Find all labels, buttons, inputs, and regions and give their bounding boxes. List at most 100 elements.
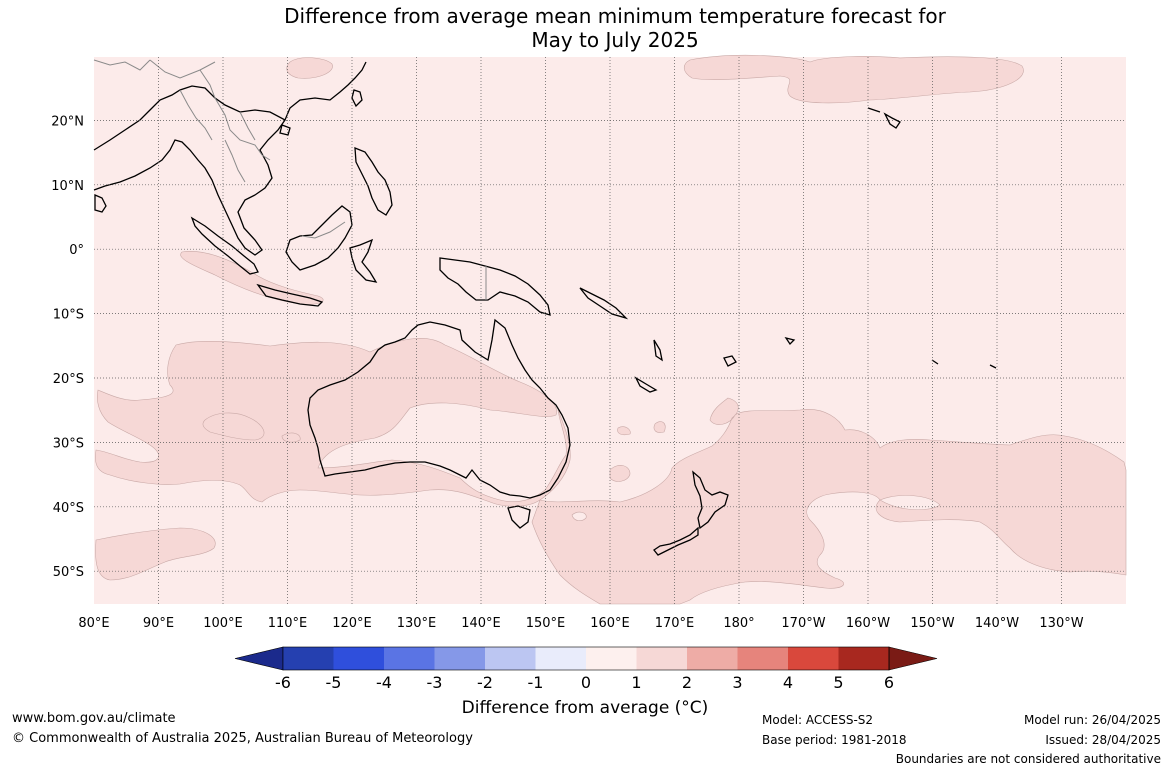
coastline-vanuatu (653, 339, 663, 362)
longitude-tick-label: 170°E (655, 616, 695, 631)
latitude-tick-labels: 20°N 10°N 0° 10°S 20°S 30°S 40°S 50°S (51, 114, 84, 580)
colorbar-tick-label: -4 (376, 673, 392, 692)
anomaly-region-tasman-small (609, 465, 631, 482)
colorbar-segment (636, 647, 687, 670)
anomaly-region-southwest (95, 527, 216, 581)
colorbar-segment (535, 647, 586, 670)
colorbar-tick-label: 2 (682, 673, 692, 692)
coastline-tasmania (507, 505, 531, 529)
coastline-philippines (354, 147, 393, 216)
longitude-tick-label: 170°W (781, 616, 825, 631)
colorbar-segment (434, 647, 485, 670)
colorbar-tick-label: 3 (732, 673, 742, 692)
colorbar-frame (282, 646, 890, 671)
coastline-hawaii (867, 107, 901, 129)
coastline-new-guinea (439, 257, 551, 316)
colorbar-segment (838, 647, 889, 670)
border-india (93, 59, 151, 71)
longitude-tick-label: 130°W (1039, 616, 1083, 631)
anomaly-region-indian-ocean (95, 338, 571, 507)
colorbar-segment (283, 647, 334, 670)
coastline-sumatra (190, 216, 259, 275)
coastline-java (256, 283, 324, 307)
latitude-tick-label: 30°S (53, 436, 84, 451)
colorbar-tick-label: 1 (631, 673, 641, 692)
colorbar-segment (788, 647, 839, 670)
footer-model: Model: ACCESS-S2 (762, 713, 874, 727)
chart-title: Difference from average mean minimum tem… (0, 4, 1173, 52)
latitude-tick-label: 10°S (53, 308, 84, 323)
coastline-new-zealand-south (653, 526, 699, 556)
latitude-tick-label: 50°S (53, 565, 84, 580)
longitude-tick-label: 140°E (461, 616, 501, 631)
coastline-new-caledonia (634, 376, 658, 393)
longitude-tick-label: 120°E (332, 616, 372, 631)
longitude-tick-label: 110°E (268, 616, 308, 631)
colorbar-tick-label: 5 (833, 673, 843, 692)
colorbar-segment (384, 647, 435, 670)
anomaly-region-west-pacific-north (286, 57, 333, 79)
latitude-tick-label: 20°S (53, 372, 84, 387)
colorbar-segment (687, 647, 738, 670)
longitude-tick-label: 160°W (846, 616, 890, 631)
coastline-new-zealand-north (692, 470, 729, 530)
footer-base-period: Base period: 1981-2018 (762, 733, 907, 747)
coastline-australia (307, 318, 571, 499)
longitude-tick-label: 160°E (590, 616, 630, 631)
colorbar-tick-label: 0 (581, 673, 591, 692)
colorbar-segment (485, 647, 536, 670)
title-line-1: Difference from average mean minimum tem… (284, 4, 946, 28)
colorbar-segment (586, 647, 637, 670)
colorbar-tick-label: -6 (275, 673, 291, 692)
longitude-tick-label: 180° (723, 616, 754, 631)
footer-model-run: Model run: 26/04/2025 (1023, 713, 1161, 727)
colorbar-tick-label: -1 (528, 673, 544, 692)
footer-website: www.bom.gov.au/climate (12, 711, 176, 726)
coastline-sulawesi (349, 238, 378, 283)
anomaly-region-north-pacific (683, 54, 1024, 104)
longitude-tick-label: 80°E (78, 616, 109, 631)
latitude-tick-label: 0° (69, 243, 84, 258)
colorbar-extension-high (888, 646, 938, 671)
longitude-tick-label: 150°E (526, 616, 566, 631)
latitude-tick-label: 10°N (51, 179, 84, 194)
longitude-tick-label: 90°E (143, 616, 174, 631)
footer-copyright: © Commonwealth of Australia 2025, Austra… (12, 731, 473, 746)
colorbar-extension-low (234, 646, 284, 671)
colorbar-tick-label: -5 (326, 673, 342, 692)
anomaly-regions (95, 54, 1127, 605)
national-borders (93, 59, 487, 300)
cutout-1 (571, 511, 587, 521)
border-borneo (301, 221, 346, 239)
longitude-tick-label: 100°E (203, 616, 243, 631)
coastline-solomon (579, 287, 629, 320)
colorbar-tick-label: 4 (783, 673, 793, 692)
coastline-borneo (285, 205, 353, 271)
colorbar-segment (737, 647, 788, 670)
longitude-tick-label: 150°W (910, 616, 954, 631)
coastline-tonga-samoa (931, 359, 997, 369)
longitude-tick-labels: 80°E 90°E 100°E 110°E 120°E 130°E 140°E 150°E 16… (78, 616, 1083, 631)
colorbar-tick-label: 6 (884, 673, 894, 692)
anomaly-region-fiji (617, 421, 666, 436)
anomaly-cutouts (571, 495, 941, 521)
cutout-2 (879, 495, 941, 511)
graticule (94, 57, 1126, 604)
colorbar-label: Difference from average (°C) (461, 698, 709, 718)
footer-issued: Issued: 28/04/2025 (1045, 733, 1161, 747)
coastline-sri-lanka (94, 194, 107, 213)
latitude-tick-label: 40°S (53, 501, 84, 516)
footer-disclaimer: Boundaries are not considered authoritat… (895, 752, 1161, 766)
latitude-tick-label: 20°N (51, 114, 84, 129)
anomaly-region-tasman-pacific (531, 397, 1127, 605)
longitude-tick-label: 130°E (397, 616, 437, 631)
colorbar: -6 -5 -4 -3 -2 -1 0 1 2 3 4 5 6 (234, 646, 938, 692)
coastline-fiji (723, 336, 796, 367)
border-indochina (149, 59, 271, 183)
title-line-2: May to July 2025 (531, 28, 699, 52)
longitude-tick-label: 140°W (975, 616, 1019, 631)
colorbar-tick-label: -3 (427, 673, 443, 692)
colorbar-tick-label: -2 (477, 673, 493, 692)
colorbar-segment (333, 647, 384, 670)
